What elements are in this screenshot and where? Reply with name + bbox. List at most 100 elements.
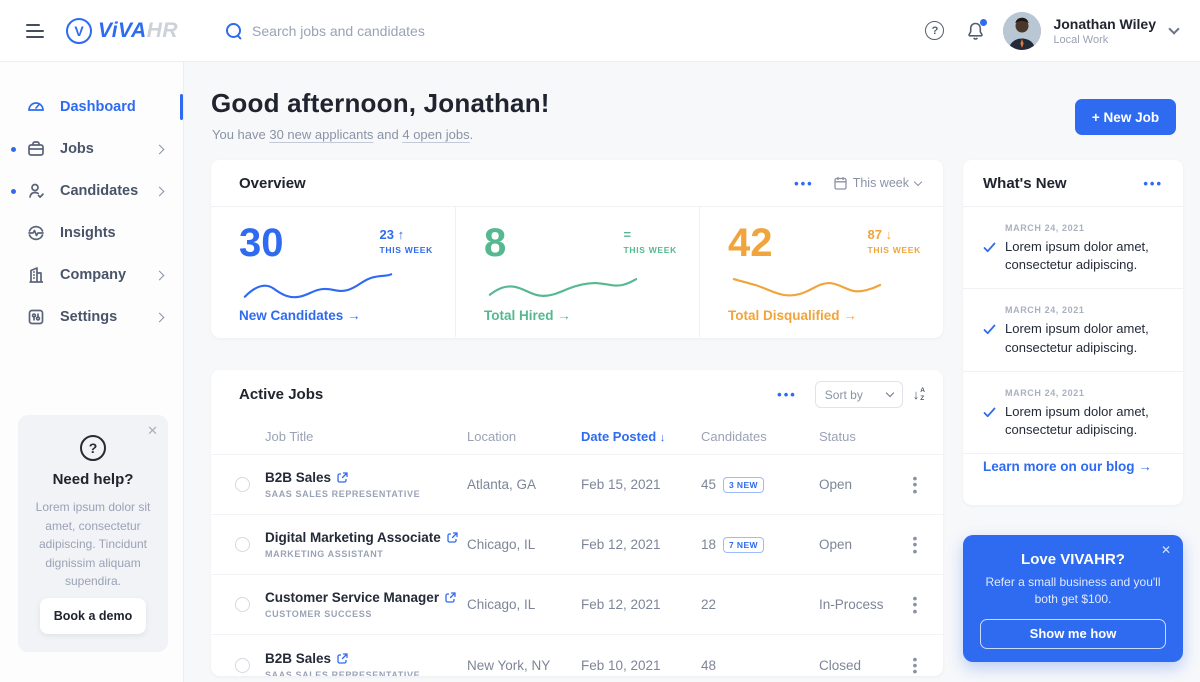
job-title-link[interactable]: Customer Service Manager [265, 590, 440, 605]
subtitle-text: and [373, 127, 403, 142]
column-job-title[interactable]: Job Title [265, 429, 314, 444]
column-date-posted[interactable]: Date Posted ↓ [581, 429, 666, 444]
table-row: Digital Marketing Associate MARKETING AS… [211, 515, 943, 575]
row-radio[interactable] [235, 477, 250, 492]
sidebar-item-jobs[interactable]: Jobs [0, 128, 183, 170]
delta-caption: THIS WEEK [379, 245, 433, 255]
whats-new-entry[interactable]: MARCH 24, 2021 Lorem ipsum dolor amet, c… [963, 289, 1183, 372]
sidebar-item-dashboard[interactable]: Dashboard [0, 86, 183, 128]
blog-link[interactable]: Learn more on our blog → [983, 459, 1152, 475]
search-input[interactable] [252, 22, 593, 39]
page-title: Good afternoon, Jonathan! [211, 88, 550, 118]
subtitle-text: . [469, 127, 474, 142]
entry-date: MARCH 24, 2021 [1005, 305, 1085, 316]
close-icon[interactable]: ✕ [1160, 543, 1171, 557]
external-link-icon[interactable] [447, 532, 458, 543]
delta-value: 23 [379, 227, 394, 242]
sort-az-icon[interactable]: ↓ A Z [912, 387, 925, 402]
stat-value: 8 [484, 221, 507, 265]
kebab-menu-icon[interactable]: • • • [912, 530, 918, 559]
whats-new-entry[interactable]: MARCH 24, 2021 Lorem ipsum dolor amet, c… [963, 372, 1183, 455]
table-row: Customer Service Manager CUSTOMER SUCCES… [211, 575, 943, 635]
sidebar-item-settings[interactable]: Settings [0, 296, 183, 338]
sidebar-item-insights[interactable]: Insights [0, 212, 183, 254]
entry-text: Lorem ipsum dolor amet, consectetur adip… [1005, 403, 1149, 437]
entry-date: MARCH 24, 2021 [1005, 387, 1085, 398]
check-icon [983, 403, 997, 439]
global-search [226, 22, 925, 39]
job-date-posted: Feb 15, 2021 [581, 477, 661, 492]
logo-text: ViVA [98, 18, 147, 42]
notification-dot [11, 188, 16, 194]
job-title-link[interactable]: B2B Sales [265, 650, 332, 666]
stat-value: 30 [239, 221, 284, 265]
sidebar-item-candidates[interactable]: Candidates [0, 170, 183, 212]
table-row: B2B Sales SAAS SALES REPRESENTATIVE New … [211, 635, 943, 676]
trend-equal-icon: = [623, 227, 632, 242]
kebab-menu-icon[interactable]: • • • [912, 470, 918, 499]
sidebar-item-company[interactable]: Company [0, 254, 183, 296]
kebab-menu-icon[interactable]: • • • [912, 650, 918, 676]
job-subtitle: SAAS SALES REPRESENTATIVE [265, 489, 421, 499]
job-title-link[interactable]: Digital Marketing Associate [265, 530, 441, 545]
sort-by-select[interactable]: Sort by [814, 381, 903, 408]
external-link-icon[interactable] [445, 592, 456, 603]
more-icon[interactable]: ••• [777, 387, 797, 402]
row-radio[interactable] [235, 657, 250, 673]
new-badge[interactable]: 3 NEW [723, 476, 764, 493]
question-mark-icon: ? [80, 435, 106, 461]
user-menu[interactable]: Jonathan Wiley Local Work [1003, 11, 1180, 50]
column-location[interactable]: Location [467, 429, 517, 444]
briefcase-icon [26, 139, 46, 159]
sidebar: Dashboard Jobs Candidates Insights [0, 62, 184, 682]
book-demo-button[interactable]: Book a demo [40, 598, 146, 634]
job-date-posted: Feb 12, 2021 [581, 597, 661, 612]
row-radio[interactable] [235, 597, 250, 612]
row-radio[interactable] [235, 537, 250, 552]
chevron-down-icon [913, 177, 923, 186]
sparkline-orange [732, 278, 882, 297]
vivahr-logo[interactable]: V ViVA HR [66, 17, 179, 44]
help-icon[interactable]: ? [925, 21, 945, 40]
more-icon[interactable]: ••• [1143, 175, 1163, 191]
new-applicants-link[interactable]: 30 new applicants [269, 127, 374, 142]
chevron-down-icon [885, 388, 895, 398]
column-status[interactable]: Status [819, 429, 856, 444]
total-hired-link[interactable]: Total Hired → [484, 308, 571, 323]
trend-down-icon: ↓ [885, 227, 893, 242]
table-row: B2B Sales SAAS SALES REPRESENTATIVE Atla… [211, 455, 943, 515]
chevron-right-icon [154, 312, 165, 322]
kebab-menu-icon[interactable]: • • • [912, 590, 918, 619]
new-job-button[interactable]: + New Job [1075, 99, 1176, 135]
active-jobs-card: Active Jobs ••• Sort by ↓ A Z Job Title Lo… [211, 370, 943, 676]
column-candidates[interactable]: Candidates [701, 429, 767, 444]
help-card-title: Need help? [52, 471, 134, 488]
notification-bell-icon[interactable] [966, 18, 988, 41]
user-name: Jonathan Wiley [1053, 15, 1156, 32]
topbar: V ViVA HR ? Jonathan Wiley Local Work [0, 0, 1200, 62]
sidebar-item-label: Insights [60, 225, 116, 241]
period-select[interactable]: This week [834, 176, 923, 190]
settings-sliders-icon [26, 307, 46, 327]
logo-suffix: HR [146, 18, 179, 42]
whats-new-entry[interactable]: MARCH 24, 2021 Lorem ipsum dolor amet, c… [963, 207, 1183, 290]
candidates-count: 45 [701, 477, 717, 492]
stat-total-disqualified: 42 87 ↓ THIS WEEK Total Disqualified → [699, 207, 943, 337]
external-link-icon[interactable] [337, 652, 348, 664]
external-link-icon[interactable] [337, 472, 348, 483]
active-jobs-title: Active Jobs [239, 386, 324, 403]
chevron-right-icon [154, 144, 165, 154]
more-icon[interactable]: ••• [794, 175, 814, 191]
open-jobs-link[interactable]: 4 open jobs [402, 127, 470, 142]
stat-total-hired: 8 = THIS WEEK Total Hired → [455, 207, 699, 337]
new-badge[interactable]: 7 NEW [723, 536, 764, 553]
close-icon[interactable]: ✕ [147, 423, 158, 438]
job-title-link[interactable]: B2B Sales [265, 470, 332, 485]
hamburger-menu-icon[interactable] [26, 20, 46, 42]
delta-value: 87 [867, 227, 882, 242]
show-me-how-button[interactable]: Show me how [980, 618, 1166, 649]
sparkline-blue [243, 273, 393, 299]
chevron-right-icon [154, 186, 165, 196]
total-disqualified-link[interactable]: Total Disqualified → [728, 308, 857, 323]
new-candidates-link[interactable]: New Candidates → [239, 308, 361, 323]
